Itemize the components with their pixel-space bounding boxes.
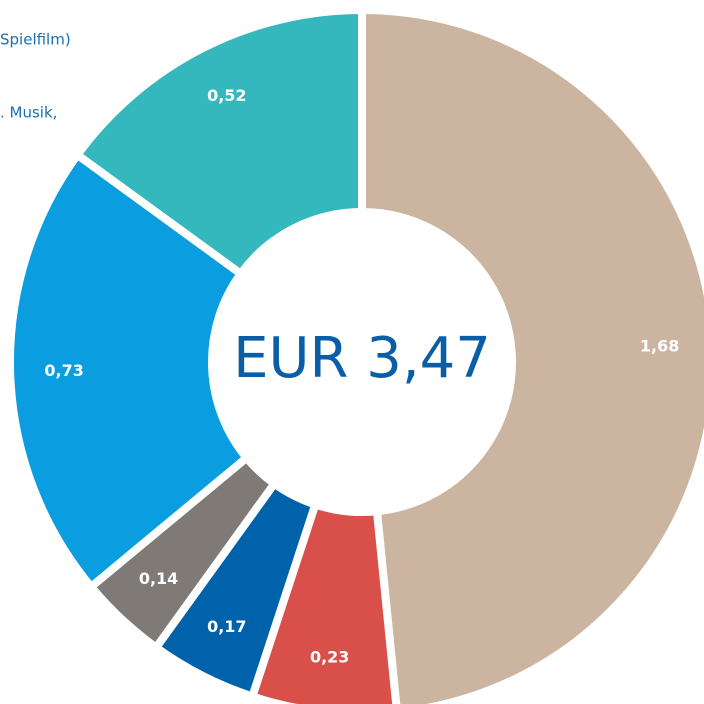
annotation: Spielfilm)	[0, 31, 71, 49]
data-label: 0,14	[139, 569, 178, 588]
data-label: 0,23	[310, 648, 349, 667]
center-label: EUR 3,47	[233, 326, 491, 391]
donut-segment	[358, 5, 704, 704]
data-label: 0,52	[207, 86, 246, 105]
data-label: 0,17	[207, 617, 246, 636]
donut-segment	[6, 149, 253, 593]
data-label: 0,73	[44, 361, 83, 380]
donut-segment	[71, 5, 366, 280]
annotation: . Musik,	[0, 104, 57, 122]
data-label: 1,68	[640, 337, 679, 356]
